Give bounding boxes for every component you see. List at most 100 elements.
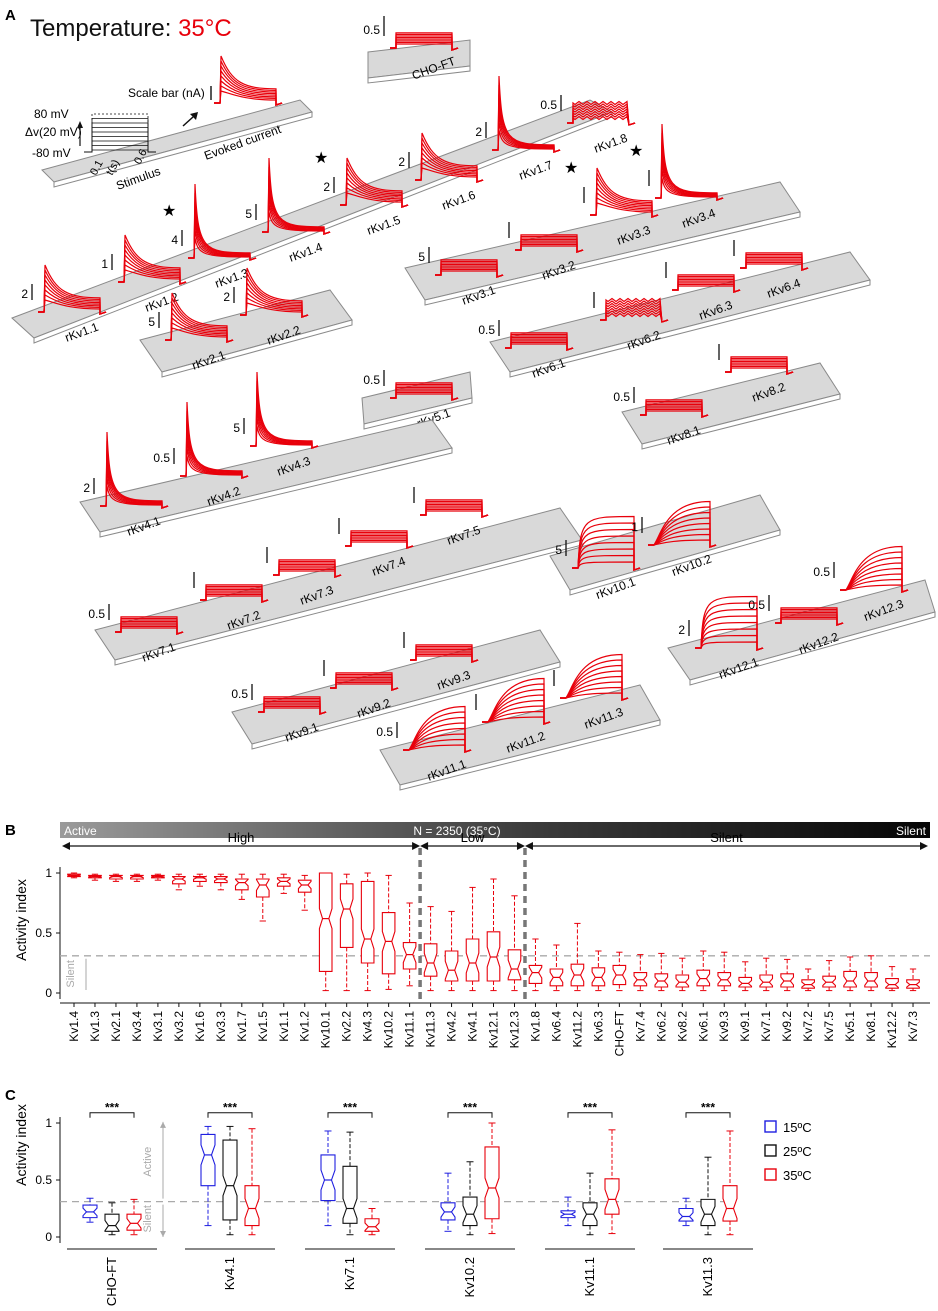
y-tick-label: 0.5	[35, 1173, 52, 1187]
box	[822, 960, 836, 992]
star-icon: ★	[564, 160, 578, 177]
current-trace	[725, 356, 794, 375]
temperature-value: 35°C	[178, 15, 232, 42]
significance-label: ***	[701, 1101, 715, 1115]
silent-range-label: Silent	[65, 960, 77, 988]
box-body	[822, 975, 836, 988]
scale-label: 2	[21, 287, 28, 301]
x-tick-label: CHO-FT	[104, 1257, 119, 1306]
current-trace	[590, 167, 659, 218]
x-tick-label: Kv4.1	[222, 1257, 237, 1290]
box-body	[675, 974, 690, 988]
scale-label: 2	[398, 155, 405, 169]
box-body	[104, 1213, 120, 1232]
box	[360, 872, 375, 992]
x-tick-label: Kv10.1	[319, 1011, 333, 1049]
box	[738, 961, 753, 992]
significance-bracket	[567, 1112, 613, 1118]
activity-gradient-bar	[60, 822, 930, 838]
significance-bracket	[327, 1112, 373, 1118]
group-arrow-head	[516, 842, 525, 850]
x-tick-label: Kv3.1	[151, 1011, 165, 1042]
box	[560, 1196, 576, 1227]
scale-label: 0.5	[231, 687, 248, 701]
x-tick-label: Kv3.3	[214, 1011, 228, 1042]
current-trace	[572, 515, 641, 571]
x-tick-label: Kv9.2	[780, 1011, 794, 1042]
current-trace	[655, 132, 724, 201]
box	[440, 1172, 456, 1232]
scale-label: 0.5	[540, 98, 557, 112]
scale-label: 0.5	[813, 565, 830, 579]
panel-b-plot: 0 0.5 1 Silent High Low Silent Kv1.4 Kv1.3 Kv2.1 K…	[35, 830, 930, 1056]
scale-label: 5	[148, 315, 155, 329]
panel-a-label: A	[5, 7, 16, 24]
box-body	[126, 1213, 142, 1231]
current-trace	[840, 545, 909, 593]
y-tick-label: 1	[45, 866, 52, 880]
tray-edge	[99, 447, 453, 538]
significance-bracket	[207, 1112, 253, 1118]
box	[801, 968, 815, 992]
current-trace	[515, 234, 584, 253]
group-arrow-head	[62, 842, 70, 850]
gradient-right-label: Silent	[896, 824, 927, 838]
x-tick-label: Kv9.1	[738, 1011, 752, 1042]
star-icon: ★	[629, 143, 643, 160]
group-label: High	[228, 830, 255, 845]
box-body	[342, 1165, 358, 1224]
x-tick-label: Kv11.1	[582, 1257, 597, 1297]
box-body	[244, 1185, 260, 1227]
current-trace	[640, 399, 709, 418]
box	[462, 1161, 478, 1236]
x-tick-label: Kv7.1	[342, 1257, 357, 1290]
scale-label: 4	[171, 233, 178, 247]
scale-label: 0.5	[88, 607, 105, 621]
box-body	[381, 912, 396, 975]
current-trace	[410, 644, 479, 663]
box	[255, 873, 270, 922]
channel-label: rKv1.5	[365, 213, 403, 238]
current-trace	[262, 157, 331, 235]
box	[570, 922, 585, 992]
panel-c-plot: 0 0.5 1 Active Silent *** CHO-FT *** Kv4.1 *** Kv7…	[35, 1101, 811, 1306]
significance-label: ***	[583, 1101, 597, 1115]
tray-kv1: 2rKv1.11rKv1.24★rKv1.35rKv1.42★rKv1.52rK…	[11, 75, 636, 345]
channel-label: rKv1.8	[592, 131, 630, 156]
box-body	[633, 972, 648, 987]
current-trace	[188, 183, 257, 261]
scale-label: 0.5	[478, 323, 495, 337]
current-trace	[420, 499, 489, 518]
x-tick-label: Kv2.1	[109, 1011, 123, 1042]
box-body	[255, 878, 270, 898]
silent-range-label: Silent	[142, 1205, 154, 1233]
channel-rKv9.2: rKv9.2	[323, 660, 399, 721]
current-trace	[330, 672, 399, 691]
box-body	[222, 1139, 238, 1221]
box-body	[700, 1198, 716, 1227]
group-Kv7.1: *** Kv7.1	[305, 1101, 395, 1290]
x-tick-label: Kv10.2	[382, 1011, 396, 1049]
stimulus-step	[84, 113, 156, 153]
significance-bracket	[447, 1112, 493, 1118]
box-body	[109, 874, 123, 880]
box	[780, 958, 795, 992]
box	[320, 1130, 336, 1227]
channel-rKv7.2: rKv7.2	[193, 572, 269, 633]
x-tick-label: Kv1.3	[88, 1011, 102, 1042]
box-body	[738, 976, 753, 988]
x-tick-label: Kv6.3	[591, 1011, 605, 1042]
x-tick-label: Kv11.2	[570, 1011, 584, 1048]
x-tick-label: Kv11.1	[403, 1011, 417, 1048]
x-tick-label: Kv12.2	[885, 1011, 899, 1049]
trays-layer: 0.5CHO-FT2rKv1.11rKv1.24★rKv1.35rKv1.42★…	[11, 16, 936, 791]
scale-label: 0.5	[363, 373, 380, 387]
significance-bracket	[89, 1112, 135, 1118]
active-range-label: Active	[142, 1147, 154, 1177]
current-trace	[273, 559, 342, 578]
scale-label: 0.5	[748, 598, 765, 612]
box-body	[444, 950, 459, 982]
